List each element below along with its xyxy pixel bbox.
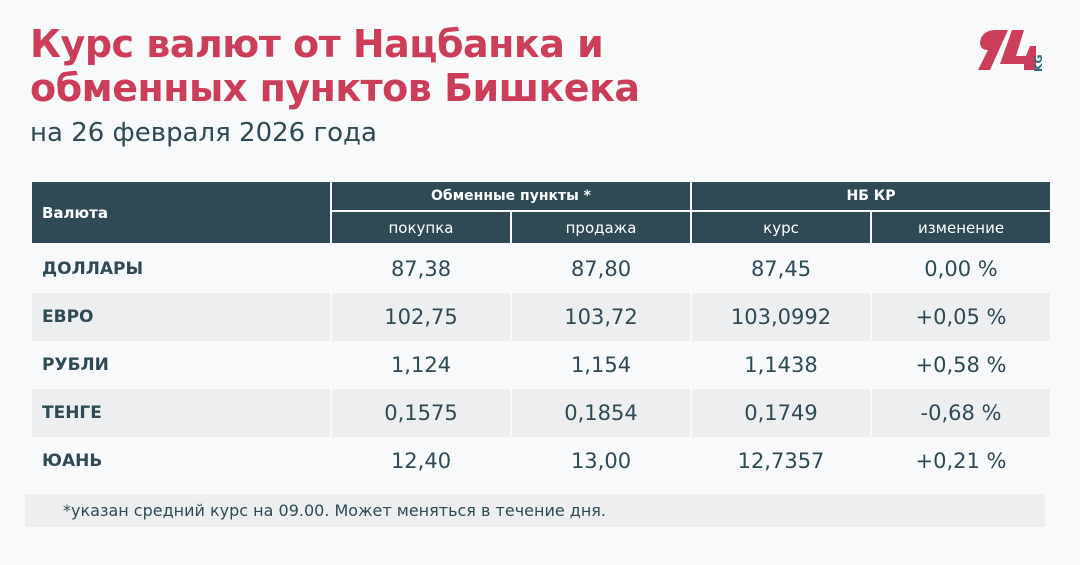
header-currency: Валюта — [30, 180, 332, 245]
table-row: ЕВРО 102,75 103,72 103,0992 +0,05 % — [30, 293, 1052, 341]
cell-name: ЕВРО — [30, 293, 332, 341]
cell-sell: 103,72 — [510, 293, 692, 341]
cell-name: ТЕНГЕ — [30, 389, 332, 437]
cell-buy: 87,38 — [330, 244, 512, 293]
24kg-logo: KG — [978, 30, 1045, 72]
cell-sell: 1,154 — [510, 341, 692, 389]
cell-buy: 1,124 — [330, 341, 512, 389]
cell-change: -0,68 % — [870, 389, 1052, 437]
svg-text:KG: KG — [1032, 54, 1045, 72]
cell-rate: 1,1438 — [690, 341, 872, 389]
currency-table: Валюта Обменные пункты * НБ КР покупка п… — [30, 180, 1052, 485]
cell-change: +0,21 % — [870, 437, 1052, 485]
footnote: *указан средний курс на 09.00. Может мен… — [25, 494, 1045, 527]
header-buy: покупка — [330, 210, 512, 245]
table-row: ТЕНГЕ 0,1575 0,1854 0,1749 -0,68 % — [30, 389, 1052, 437]
cell-sell: 87,80 — [510, 244, 692, 293]
cell-sell: 13,00 — [510, 437, 692, 485]
cell-buy: 12,40 — [330, 437, 512, 485]
page-subtitle: на 26 февраля 2026 года — [30, 118, 377, 148]
table-row: ЮАНЬ 12,40 13,00 12,7357 +0,21 % — [30, 437, 1052, 485]
cell-rate: 103,0992 — [690, 293, 872, 341]
cell-sell: 0,1854 — [510, 389, 692, 437]
table-row: ДОЛЛАРЫ 87,38 87,80 87,45 0,00 % — [30, 244, 1052, 293]
header-rate: курс — [690, 210, 872, 245]
cell-rate: 87,45 — [690, 244, 872, 293]
header-change: изменение — [870, 210, 1052, 245]
cell-rate: 12,7357 — [690, 437, 872, 485]
table-row: РУБЛИ 1,124 1,154 1,1438 +0,58 % — [30, 341, 1052, 389]
cell-buy: 102,75 — [330, 293, 512, 341]
cell-rate: 0,1749 — [690, 389, 872, 437]
cell-name: РУБЛИ — [30, 341, 332, 389]
page-title: Курс валют от Нацбанка и обменных пункто… — [30, 22, 640, 110]
cell-buy: 0,1575 — [330, 389, 512, 437]
cell-name: ЮАНЬ — [30, 437, 332, 485]
header-nbkr: НБ КР — [690, 180, 1052, 212]
cell-name: ДОЛЛАРЫ — [30, 244, 332, 293]
cell-change: 0,00 % — [870, 244, 1052, 293]
header-exchange-points: Обменные пункты * — [330, 180, 692, 212]
header-sell: продажа — [510, 210, 692, 245]
cell-change: +0,05 % — [870, 293, 1052, 341]
cell-change: +0,58 % — [870, 341, 1052, 389]
